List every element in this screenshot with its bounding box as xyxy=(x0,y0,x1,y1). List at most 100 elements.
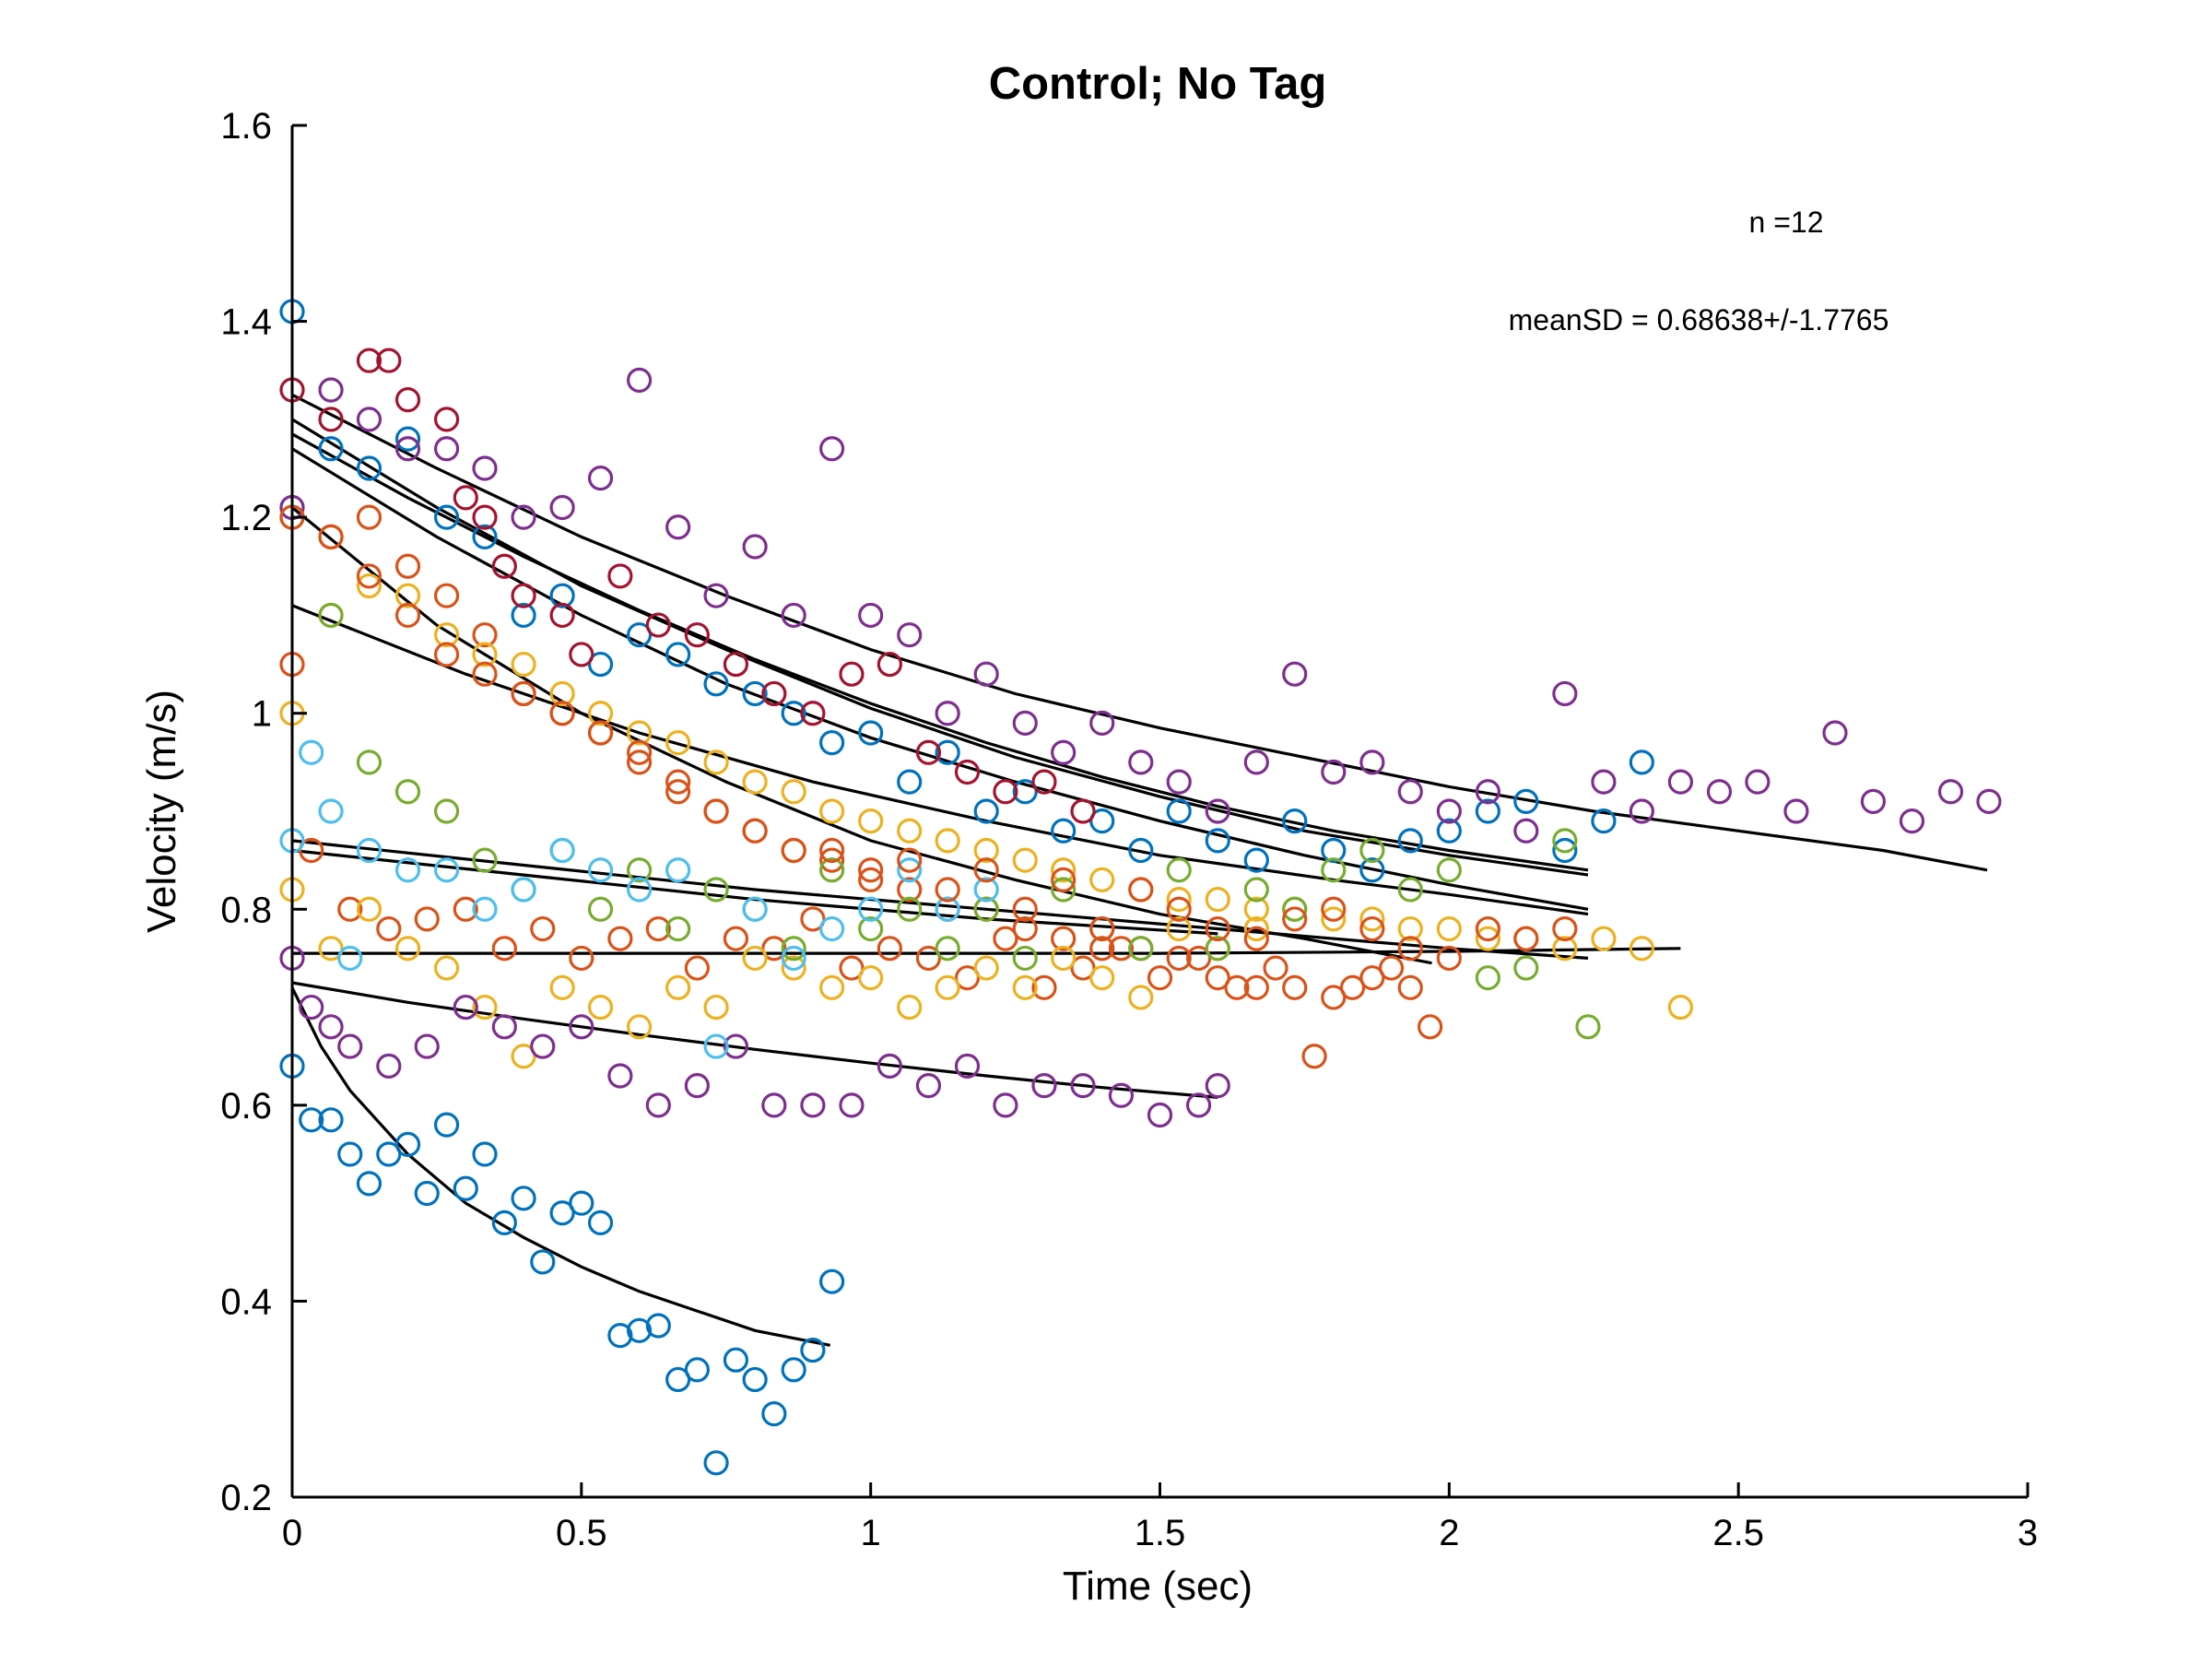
data-point xyxy=(761,1401,787,1427)
data-point xyxy=(742,534,768,560)
data-point xyxy=(587,466,614,491)
data-point xyxy=(376,348,402,373)
x-axis-label: Time (sec) xyxy=(1063,1564,1253,1609)
data-point xyxy=(356,896,382,922)
data-point xyxy=(549,1200,575,1226)
data-point xyxy=(877,651,902,678)
data-point xyxy=(1166,798,1192,824)
data-point xyxy=(781,1357,806,1383)
data-point xyxy=(954,1053,981,1079)
data-point xyxy=(1205,1072,1230,1099)
data-point xyxy=(897,896,923,922)
x-tick-label: 3 xyxy=(2018,1513,2038,1553)
data-point xyxy=(935,739,960,765)
data-point xyxy=(549,974,575,1000)
data-point xyxy=(742,945,768,972)
data-point xyxy=(511,1186,536,1211)
data-point xyxy=(376,1141,402,1167)
data-point xyxy=(1436,945,1462,972)
data-point xyxy=(1166,945,1192,972)
data-point xyxy=(877,936,902,962)
data-point xyxy=(858,965,884,991)
data-point xyxy=(897,877,923,903)
x-tick-label: 0.5 xyxy=(556,1513,607,1553)
data-point xyxy=(1185,1092,1212,1118)
data-point xyxy=(1282,661,1308,687)
data-point xyxy=(915,945,942,972)
data-point xyxy=(1513,955,1539,981)
data-point xyxy=(1089,965,1115,991)
data-point xyxy=(414,1033,440,1059)
data-point xyxy=(1205,887,1230,913)
data-point xyxy=(394,436,421,462)
data-point xyxy=(1243,896,1269,922)
data-point xyxy=(1321,906,1347,932)
data-point xyxy=(973,661,999,687)
data-point xyxy=(954,965,981,991)
data-point xyxy=(723,1347,749,1373)
data-point xyxy=(356,455,382,481)
data-point xyxy=(394,857,421,883)
data-point xyxy=(299,994,324,1021)
data-point xyxy=(1012,847,1038,873)
data-point xyxy=(1436,818,1462,844)
data-point xyxy=(318,1107,344,1133)
data-point xyxy=(530,1033,556,1059)
data-point xyxy=(645,1092,671,1118)
data-point xyxy=(897,857,923,883)
data-point xyxy=(645,915,671,942)
data-point xyxy=(626,857,653,883)
data-point xyxy=(1051,926,1077,951)
data-point xyxy=(819,798,845,824)
data-point xyxy=(1263,955,1288,981)
data-point xyxy=(684,1357,710,1383)
data-point xyxy=(472,642,498,667)
data-point xyxy=(491,553,517,579)
data-point xyxy=(1051,877,1077,903)
data-point xyxy=(1031,769,1057,795)
data-point xyxy=(299,837,324,864)
data-point xyxy=(800,1092,826,1118)
data-point xyxy=(1860,788,1887,814)
data-point xyxy=(433,583,460,608)
data-point xyxy=(587,857,614,883)
mean-sd-annotation: meanSD = 0.68638+/-1.7765 xyxy=(1509,303,1889,336)
data-point xyxy=(1591,769,1617,795)
data-point xyxy=(723,1033,749,1059)
data-point xyxy=(703,1450,729,1476)
data-point xyxy=(1031,974,1057,1000)
data-point xyxy=(858,867,884,893)
y-tick-label: 1.2 xyxy=(220,498,272,538)
data-point xyxy=(376,915,402,942)
data-point xyxy=(1243,749,1269,775)
data-point xyxy=(1012,945,1038,972)
data-point xyxy=(433,642,460,667)
data-point xyxy=(376,1053,402,1079)
data-point xyxy=(1089,936,1115,962)
data-point xyxy=(453,994,478,1021)
data-point xyxy=(394,779,421,805)
data-point xyxy=(394,553,421,579)
x-axis-ticks: 0 0.5 1 1.5 2 2.5 3 xyxy=(282,1482,2038,1553)
data-point xyxy=(414,906,440,932)
data-point xyxy=(433,955,460,981)
data-point xyxy=(626,1014,653,1040)
data-point xyxy=(1513,926,1539,951)
data-point xyxy=(1089,808,1115,834)
data-point xyxy=(1051,867,1077,893)
data-point xyxy=(472,847,498,873)
data-point xyxy=(491,1014,517,1040)
data-point xyxy=(723,651,749,678)
data-point xyxy=(1397,936,1423,962)
data-point xyxy=(1166,857,1192,883)
data-point xyxy=(318,407,344,432)
data-point xyxy=(973,837,999,864)
data-point xyxy=(858,857,884,883)
data-point xyxy=(935,828,960,854)
data-point xyxy=(587,651,614,678)
data-point xyxy=(1629,798,1654,824)
data-point xyxy=(1591,808,1617,834)
data-point xyxy=(1301,1044,1327,1069)
data-point xyxy=(587,720,614,746)
